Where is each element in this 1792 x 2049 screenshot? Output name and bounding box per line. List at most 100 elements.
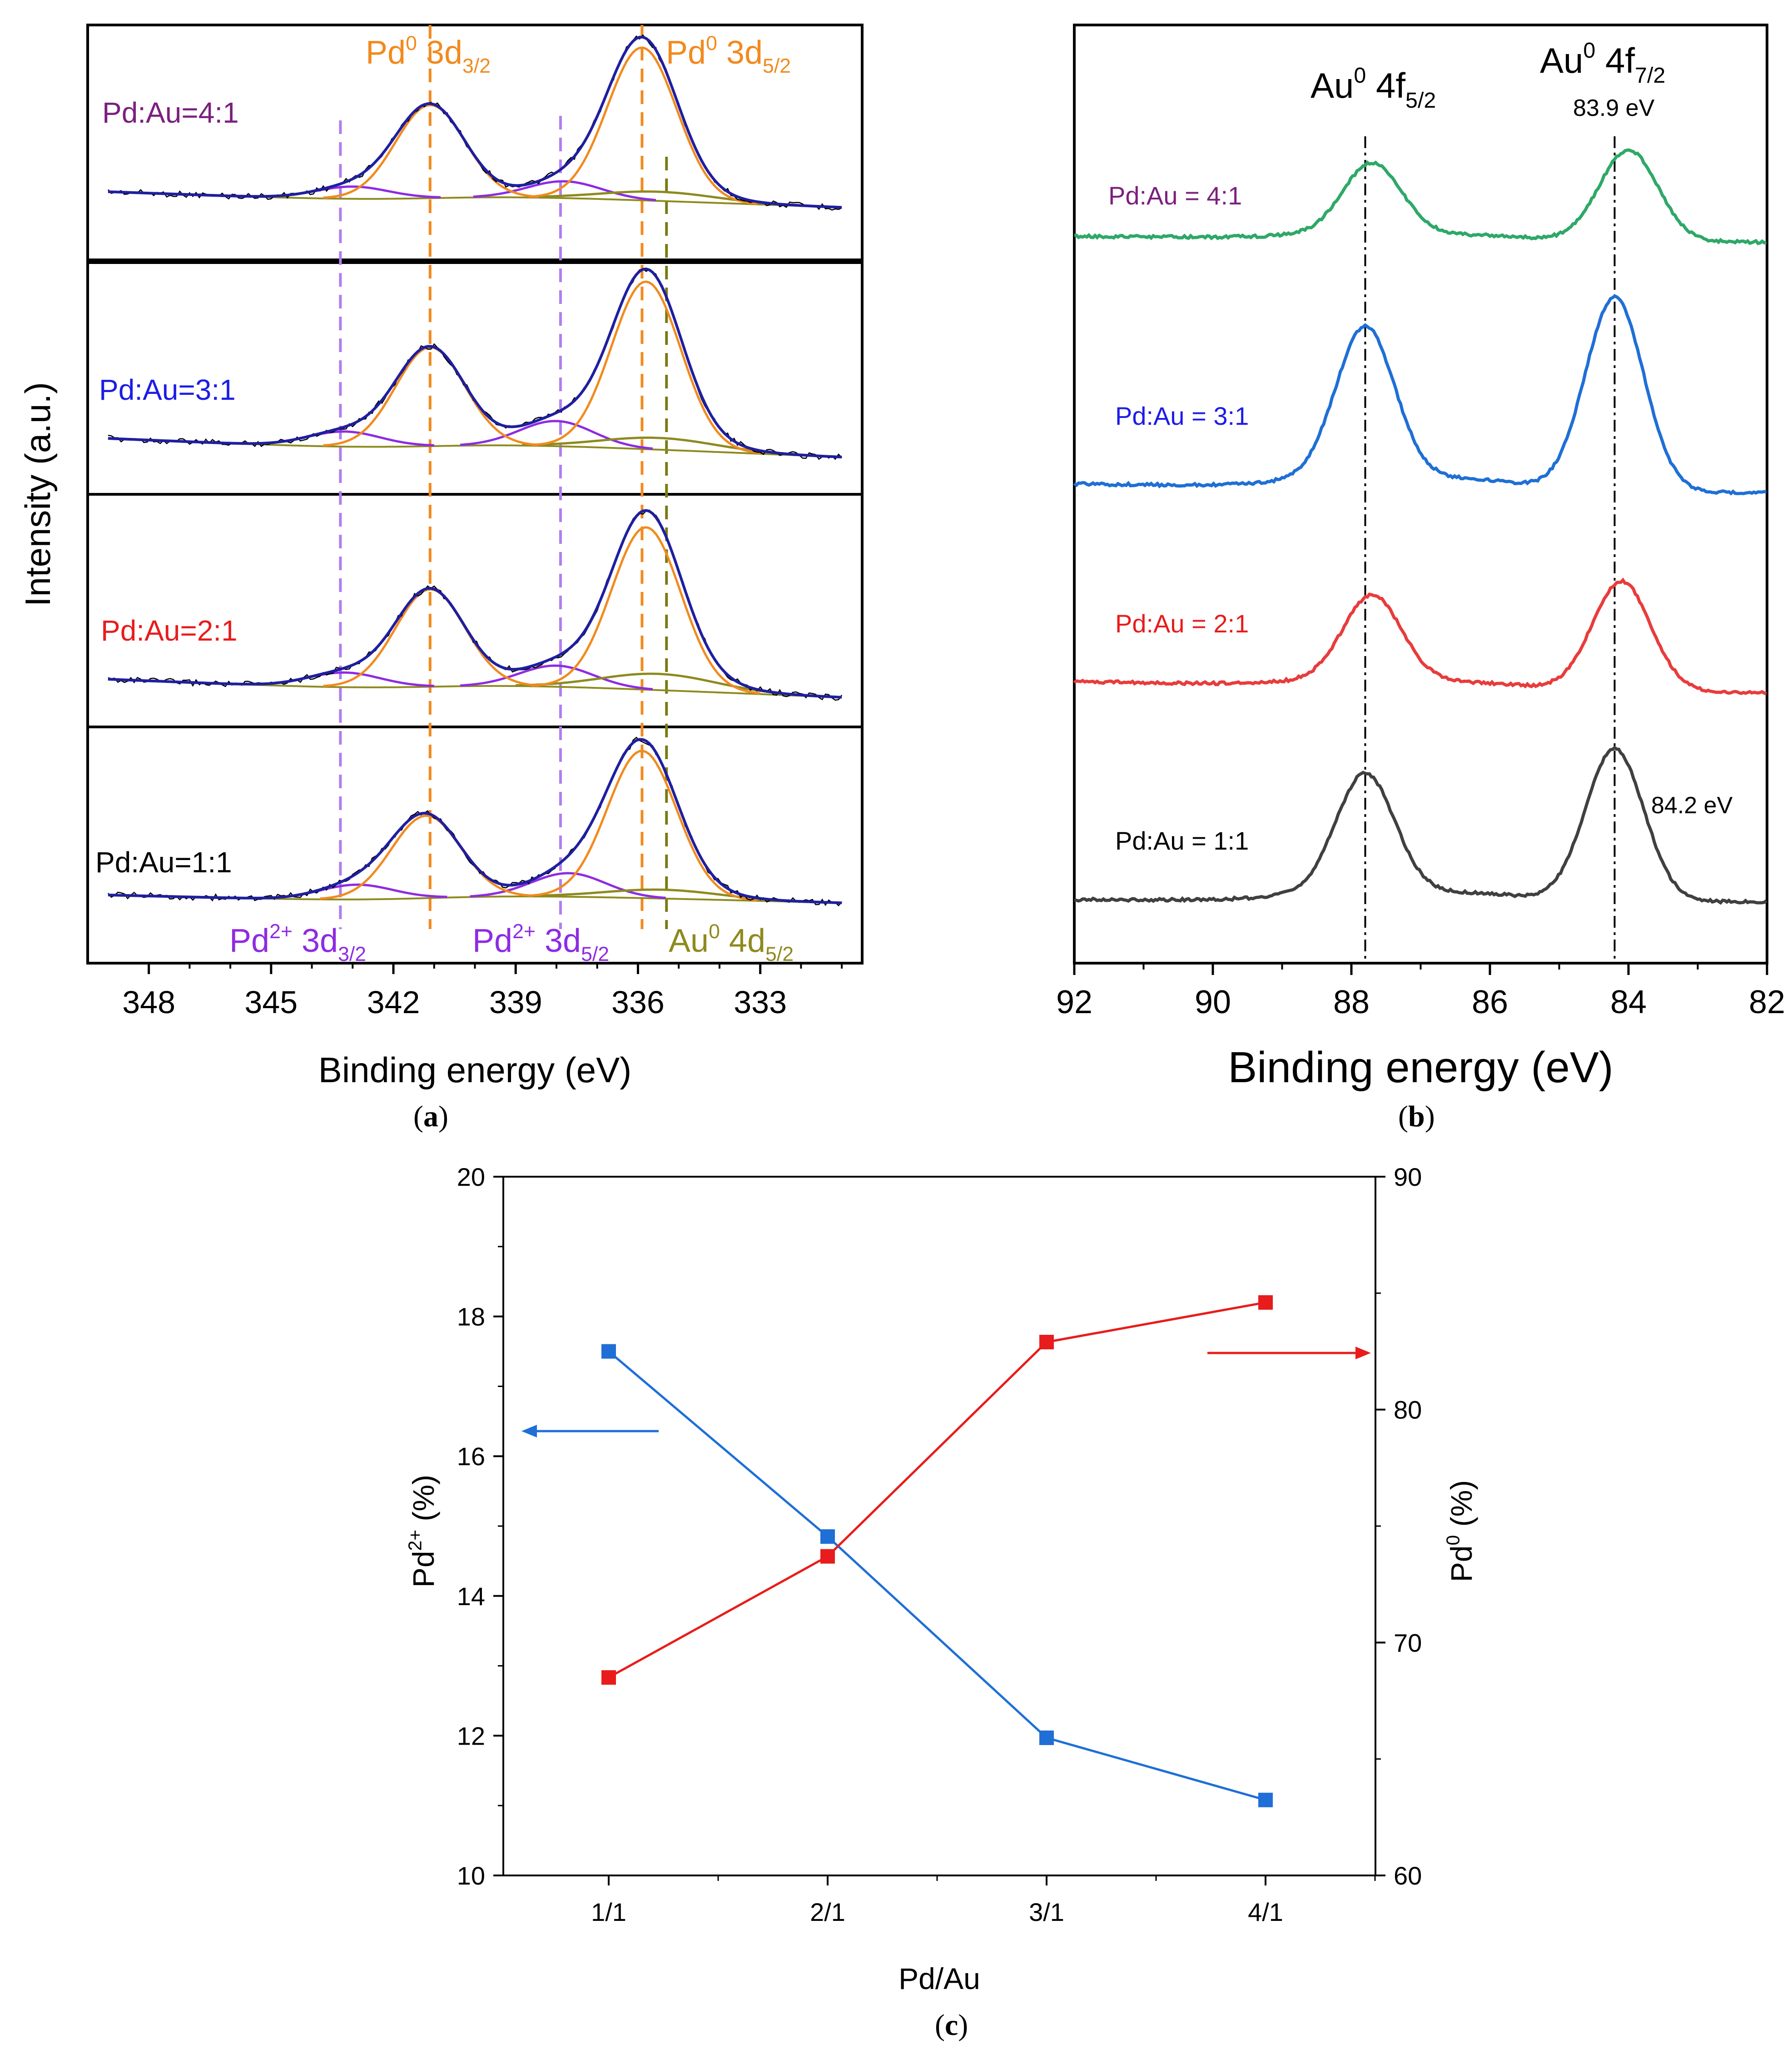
pd2-3d52-component <box>460 664 653 691</box>
spectrum-line <box>1074 148 1767 245</box>
x-tick-label: 84 <box>1610 984 1647 1020</box>
label-sup: 0 <box>406 32 417 55</box>
spectrum-line <box>1074 746 1767 905</box>
annotation-84-2: 84.2 eV <box>1651 792 1733 819</box>
x-tick-label: 82 <box>1749 984 1785 1020</box>
x-axis-label: Binding energy (eV) <box>1228 1043 1613 1092</box>
pd0-3d52-component <box>531 526 760 695</box>
series-label: Pd:Au=3:1 <box>99 373 236 406</box>
x-tick-label: 339 <box>489 985 542 1020</box>
label-rest: 3d <box>536 923 581 959</box>
caption-b: (b) <box>1398 1100 1435 1133</box>
label-base: Au <box>669 923 709 959</box>
spectrum-4 <box>107 736 843 907</box>
y-right-tick-label: 60 <box>1394 1861 1422 1890</box>
series-label: Pd:Au=4:1 <box>102 96 239 129</box>
label-base: Pd <box>407 1551 440 1587</box>
label-sub: 5/2 <box>581 943 609 965</box>
x-tick-label: 86 <box>1472 984 1508 1020</box>
series-line-pd2 <box>608 1350 1266 1801</box>
label-rest: 3d <box>293 923 338 959</box>
label-au-4d52: Au0 4d5/2 <box>669 920 794 965</box>
x-tick-label: 1/1 <box>591 1898 626 1926</box>
raw-data <box>107 736 843 907</box>
label-sup: 0 <box>1354 63 1366 88</box>
x-tick-label: 348 <box>122 985 175 1020</box>
label-rest: (%) <box>407 1475 440 1530</box>
y-left-tick-label: 12 <box>457 1721 485 1750</box>
label-sub: 5/2 <box>763 55 791 77</box>
series-label: Pd:Au = 1:1 <box>1115 826 1249 855</box>
data-point-pd0 <box>601 1670 616 1685</box>
pd0-3d52-component <box>528 46 757 205</box>
pd0-3d52-component <box>528 750 757 901</box>
caption-c: (c) <box>935 2009 968 2042</box>
label-rest: 4d <box>720 923 765 959</box>
label-sup: 0 <box>1583 38 1595 63</box>
label-rest: (%) <box>1445 1480 1478 1535</box>
plot-frame <box>502 1176 1376 1876</box>
label-pd0-3d52: Pd0 3d5/2 <box>666 32 791 77</box>
x-tick-label: 3/1 <box>1029 1898 1064 1926</box>
caption-a: (a) <box>413 1100 448 1133</box>
x-axis-label: Pd/Au <box>898 1962 980 1995</box>
pd2-3d32-component <box>254 430 434 447</box>
label-rest: 3d <box>417 35 462 71</box>
series-label: Pd:Au = 2:1 <box>1115 609 1249 638</box>
pd0-3d32-component <box>320 814 532 900</box>
y-left-tick-label: 20 <box>457 1163 485 1191</box>
label-rest: 3d <box>717 35 763 71</box>
label-base: Pd <box>666 35 706 71</box>
label-base: Au <box>1540 40 1583 80</box>
label-sup: 0 <box>1442 1535 1463 1546</box>
x-tick-label: 90 <box>1195 984 1231 1020</box>
label-base: Au <box>1310 65 1354 105</box>
x-tick-label: 333 <box>734 985 787 1020</box>
data-point-pd2 <box>601 1344 616 1359</box>
label-sup: 0 <box>709 920 720 943</box>
y-left-axis-label: Pd2+ (%) <box>404 1475 440 1587</box>
pd2-3d52-component <box>470 872 666 899</box>
label-au-4f52: Au0 4f5/2 <box>1310 63 1436 113</box>
label-rest: 4f <box>1366 65 1405 105</box>
data-point-pd0 <box>820 1549 835 1564</box>
x-tick-label: 88 <box>1333 984 1370 1020</box>
label-base: Pd <box>366 35 406 71</box>
envelope-fit <box>108 35 842 209</box>
y-left-tick-label: 18 <box>457 1303 485 1331</box>
label-sub: 3/2 <box>338 943 366 965</box>
y-right-tick-label: 80 <box>1394 1396 1422 1424</box>
pd2-3d52-component <box>460 420 653 450</box>
x-tick-label: 342 <box>367 985 420 1020</box>
spectrum-2 <box>108 267 842 460</box>
label-sub: 5/2 <box>1405 88 1436 113</box>
x-axis-label: Binding energy (eV) <box>318 1050 631 1090</box>
y-axis-label: Intensity (a.u.) <box>18 382 58 607</box>
y-left-tick-label: 16 <box>457 1442 485 1471</box>
envelope-fit <box>108 509 842 699</box>
arrow-left-head <box>521 1425 537 1437</box>
series-line-pd0 <box>608 1301 1266 1679</box>
panel-a-xps-pd3d: 348 345 342 339 336 333 Binding energy (eV) Int… <box>18 24 864 1090</box>
label-sup: 0 <box>706 32 717 55</box>
annotation-83-9: 83.9 eV <box>1573 95 1655 121</box>
pd2-3d52-component <box>473 180 656 201</box>
series-label: Pd:Au = 4:1 <box>1108 181 1242 210</box>
y-left-tick-label: 10 <box>457 1861 485 1890</box>
raw-data <box>108 509 843 701</box>
label-sup: 2+ <box>512 920 536 943</box>
pd0-3d52-component <box>531 280 761 454</box>
x-tick-label: 345 <box>244 985 298 1020</box>
label-sub: 3/2 <box>462 55 491 77</box>
label-pd0-3d32: Pd0 3d3/2 <box>366 32 491 77</box>
data-point-pd0 <box>1039 1334 1054 1349</box>
label-au-4f72: Au0 4f7/2 <box>1540 38 1665 88</box>
series-label: Pd:Au = 3:1 <box>1115 402 1249 430</box>
label-base: Pd <box>472 923 512 959</box>
envelope-fit <box>108 738 842 905</box>
x-tick-label: 92 <box>1056 984 1092 1020</box>
spectrum-1 <box>107 34 842 211</box>
